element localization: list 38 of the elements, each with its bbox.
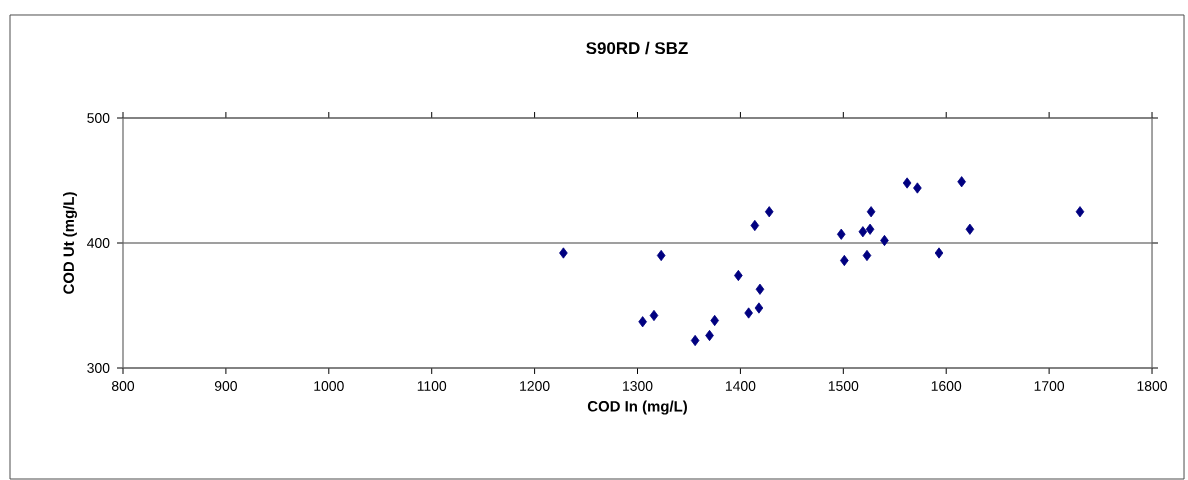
x-tick-label: 1000: [314, 381, 344, 391]
x-tick-label: 1800: [1137, 381, 1167, 391]
point: [862, 249, 872, 262]
y-axis-title: COD Ut (mg/L): [63, 192, 78, 294]
x-tick-label: 1600: [931, 381, 962, 391]
x-tick-label: 800: [111, 381, 135, 391]
point: [755, 283, 765, 295]
point: [764, 206, 774, 218]
chart-title: S90RD / SBZ: [586, 41, 688, 55]
x-tick-label: 1700: [1034, 381, 1065, 391]
point: [866, 206, 876, 218]
point: [1075, 206, 1085, 218]
point: [865, 223, 875, 235]
point: [965, 223, 975, 235]
point: [750, 219, 760, 232]
point: [836, 228, 846, 240]
x-axis-title: COD In (mg/L): [587, 400, 687, 415]
point: [754, 302, 764, 314]
point: [638, 316, 647, 328]
x-tick-label: 1400: [725, 381, 756, 391]
point: [649, 309, 659, 322]
x-tick-label: 900: [214, 381, 237, 391]
point: [934, 247, 944, 259]
y-tick-label: 400: [87, 238, 110, 248]
x-tick-label: 1200: [520, 381, 550, 391]
point: [858, 226, 868, 238]
point: [559, 247, 568, 259]
point: [957, 176, 966, 188]
point: [656, 249, 666, 262]
x-tick-label: 1300: [623, 381, 653, 391]
x-tick-label: 1100: [417, 381, 447, 391]
point: [744, 307, 753, 319]
x-tick-label: 1500: [828, 381, 859, 391]
point: [690, 334, 700, 347]
y-tick-label: 300: [87, 363, 110, 373]
y-tick-label: 500: [87, 113, 110, 123]
point: [902, 177, 912, 189]
point: [913, 182, 922, 194]
